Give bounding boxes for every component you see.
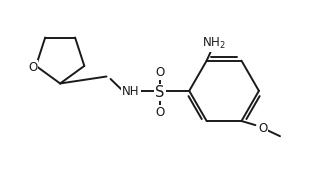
- Text: O: O: [28, 61, 37, 74]
- Text: O: O: [258, 122, 268, 135]
- Text: O: O: [155, 106, 164, 119]
- Text: NH: NH: [122, 85, 140, 98]
- Text: NH$_2$: NH$_2$: [202, 36, 225, 51]
- Text: O: O: [155, 66, 164, 79]
- Text: S: S: [155, 85, 165, 100]
